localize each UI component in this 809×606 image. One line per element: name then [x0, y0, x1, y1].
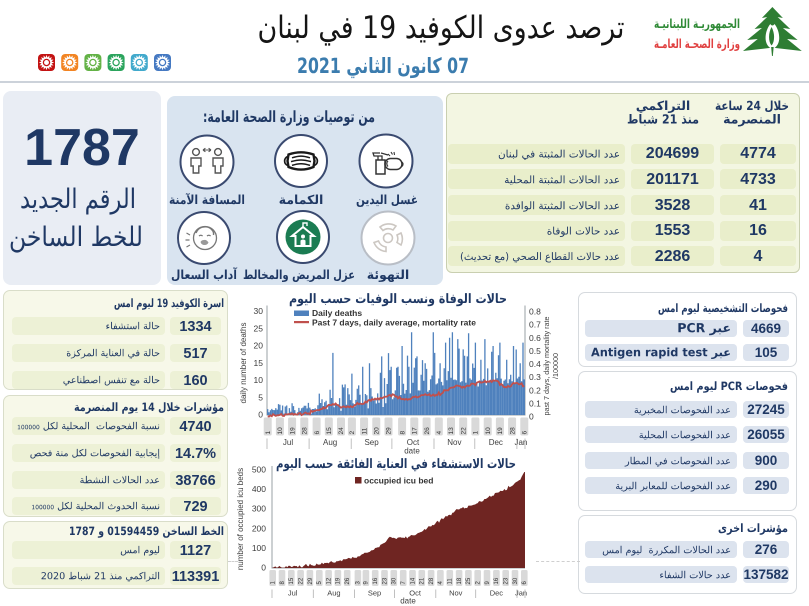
svg-text:Dec: Dec	[490, 589, 504, 598]
svg-text:25: 25	[254, 323, 264, 333]
svg-text:16: 16	[494, 577, 500, 584]
svg-text:29: 29	[308, 577, 314, 584]
svg-text:Nov: Nov	[447, 438, 461, 447]
svg-text:19: 19	[289, 427, 296, 435]
svg-text:1: 1	[265, 431, 272, 435]
svg-text:Jan: Jan	[515, 589, 527, 598]
svg-text:300: 300	[252, 504, 266, 514]
svg-text:23: 23	[503, 577, 509, 584]
svg-text:Aug: Aug	[323, 438, 337, 447]
svg-text:0.6: 0.6	[529, 333, 541, 343]
svg-text:15: 15	[254, 358, 264, 368]
svg-text:30: 30	[392, 577, 398, 584]
svg-text:9: 9	[485, 581, 491, 585]
svg-text:8: 8	[399, 431, 406, 435]
svg-text:0.7: 0.7	[529, 320, 541, 330]
svg-text:29: 29	[386, 427, 393, 435]
svg-text:30: 30	[513, 577, 519, 584]
svg-text:Past 7 days, daily average, mo: Past 7 days, daily average, mortality ra…	[312, 318, 476, 328]
svg-text:Dec: Dec	[489, 438, 503, 447]
svg-text:16: 16	[373, 577, 379, 584]
svg-text:7: 7	[401, 581, 407, 585]
svg-text:25: 25	[466, 577, 472, 584]
svg-text:0.3: 0.3	[529, 372, 541, 382]
svg-text:1: 1	[270, 581, 276, 585]
svg-text:21: 21	[420, 577, 426, 584]
svg-text:5: 5	[258, 392, 263, 402]
svg-text:4: 4	[438, 581, 444, 585]
svg-text:200: 200	[252, 523, 266, 533]
svg-text:Nov: Nov	[449, 589, 463, 598]
svg-text:6: 6	[314, 431, 321, 435]
svg-text:date: date	[400, 597, 416, 606]
svg-text:30: 30	[254, 306, 264, 316]
svg-text:17: 17	[412, 427, 419, 435]
svg-text:Jul: Jul	[283, 438, 293, 447]
svg-text:2: 2	[476, 581, 482, 585]
svg-text:26: 26	[345, 577, 351, 584]
svg-text:0: 0	[529, 412, 534, 422]
svg-text:1: 1	[473, 431, 480, 435]
svg-text:Aug: Aug	[327, 589, 340, 598]
svg-text:Jul: Jul	[288, 589, 298, 598]
svg-text:0: 0	[261, 563, 266, 573]
svg-text:0.5: 0.5	[529, 346, 541, 356]
svg-text:Daily deaths: Daily deaths	[312, 308, 362, 318]
svg-text:6: 6	[522, 581, 528, 585]
svg-text:400: 400	[252, 484, 266, 494]
svg-text:0: 0	[258, 410, 263, 420]
svg-text:19: 19	[497, 427, 504, 435]
svg-text:8: 8	[280, 581, 286, 585]
svg-text:100: 100	[252, 543, 266, 553]
svg-text:13: 13	[448, 427, 455, 435]
svg-text:18: 18	[457, 577, 463, 584]
svg-text:daily number of deaths: daily number of deaths	[239, 323, 248, 404]
svg-text:23: 23	[382, 577, 388, 584]
svg-text:Oct: Oct	[409, 589, 422, 598]
svg-text:occupied icu bed: occupied icu bed	[364, 476, 433, 486]
svg-text:500: 500	[252, 465, 266, 475]
svg-text:24: 24	[338, 427, 345, 435]
svg-text:20: 20	[254, 341, 264, 351]
svg-text:0.2: 0.2	[529, 385, 541, 395]
svg-text:4: 4	[436, 431, 443, 435]
svg-text:11: 11	[448, 578, 454, 585]
svg-text:14: 14	[410, 577, 416, 584]
svg-text:date: date	[404, 447, 420, 456]
svg-text:past 7 days, daily mortality r: past 7 days, daily mortality rate	[542, 316, 551, 415]
svg-text:9: 9	[364, 581, 370, 585]
svg-text:11: 11	[361, 427, 368, 434]
svg-text:28: 28	[302, 427, 309, 435]
svg-text:Sep: Sep	[368, 589, 381, 598]
svg-text:28: 28	[509, 427, 516, 435]
svg-text:0.1: 0.1	[529, 398, 541, 408]
svg-text:Sep: Sep	[364, 438, 379, 447]
svg-text:10: 10	[254, 375, 264, 385]
svg-text:5: 5	[317, 581, 323, 585]
svg-text:3: 3	[356, 581, 362, 585]
svg-text:2: 2	[349, 431, 356, 435]
svg-text:0.8: 0.8	[529, 307, 541, 317]
svg-text:6: 6	[522, 431, 529, 435]
svg-text:10: 10	[277, 427, 284, 435]
svg-text:15: 15	[326, 427, 333, 435]
svg-text:number of occupied icu beds: number of occupied icu beds	[236, 468, 245, 570]
svg-text:15: 15	[289, 577, 295, 584]
svg-text:0.4: 0.4	[529, 359, 541, 369]
svg-text:26: 26	[424, 427, 431, 435]
svg-text:/100000: /100000	[551, 353, 560, 379]
svg-text:Oct: Oct	[407, 438, 420, 447]
svg-text:22: 22	[460, 427, 467, 435]
svg-text:20: 20	[374, 427, 381, 435]
svg-text:Jan: Jan	[514, 438, 527, 447]
svg-text:12: 12	[326, 577, 332, 584]
svg-text:10: 10	[485, 427, 492, 435]
svg-text:19: 19	[336, 577, 342, 584]
svg-text:22: 22	[298, 577, 304, 584]
svg-text:28: 28	[429, 577, 435, 584]
